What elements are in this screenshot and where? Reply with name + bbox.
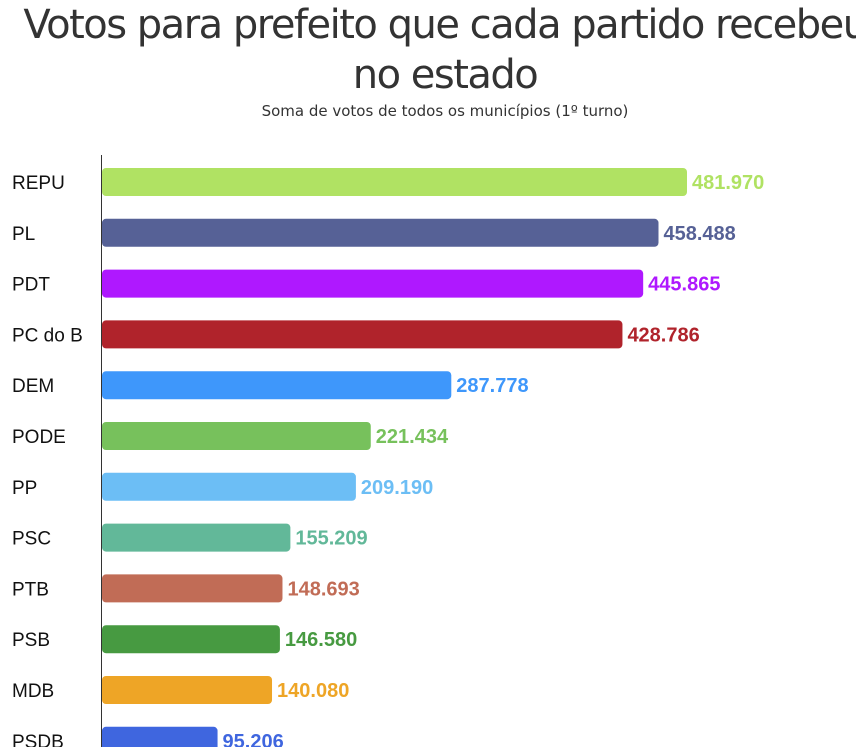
chart-title: Votos para prefeito que cada partido rec… <box>23 2 856 98</box>
bar <box>102 168 687 196</box>
bars-layer: REPU 481.970 PL 458.488 PDT 445.865 PC do B 428… <box>12 168 764 747</box>
category-label: PDT <box>12 275 50 296</box>
bar <box>102 371 452 400</box>
value-label: 458.488 <box>663 223 735 245</box>
chart-subtitle: Soma de votos de todos os municípios (1º… <box>261 102 629 120</box>
category-label: PSB <box>12 630 50 651</box>
bar <box>102 574 283 603</box>
bar <box>102 218 659 247</box>
value-label: 209.190 <box>361 477 433 499</box>
category-label: PSC <box>12 529 51 550</box>
value-label: 428.786 <box>627 324 699 346</box>
bar <box>102 472 356 501</box>
value-label: 95.206 <box>223 731 284 747</box>
value-label: 140.080 <box>277 680 349 702</box>
category-label: DEM <box>12 376 54 397</box>
bar <box>102 625 280 654</box>
bar <box>102 523 291 552</box>
value-label: 155.209 <box>295 528 367 550</box>
bar <box>102 269 644 298</box>
category-label: PODE <box>12 427 66 448</box>
bar <box>102 320 623 349</box>
value-label: 146.580 <box>285 629 357 651</box>
category-label: PL <box>12 224 35 245</box>
category-label: PSDB <box>12 732 64 747</box>
bar <box>102 676 273 704</box>
value-label: 221.434 <box>376 426 449 448</box>
category-label: PC do B <box>12 325 83 346</box>
category-label: REPU <box>12 173 65 194</box>
category-label: MDB <box>12 681 54 702</box>
category-label: PP <box>12 478 37 499</box>
value-label: 481.970 <box>692 172 764 194</box>
category-label: PTB <box>12 579 49 600</box>
value-label: 287.778 <box>456 375 528 397</box>
value-label: 148.693 <box>287 578 359 600</box>
bar <box>102 726 218 747</box>
value-label: 445.865 <box>648 274 720 296</box>
bar <box>102 422 371 450</box>
